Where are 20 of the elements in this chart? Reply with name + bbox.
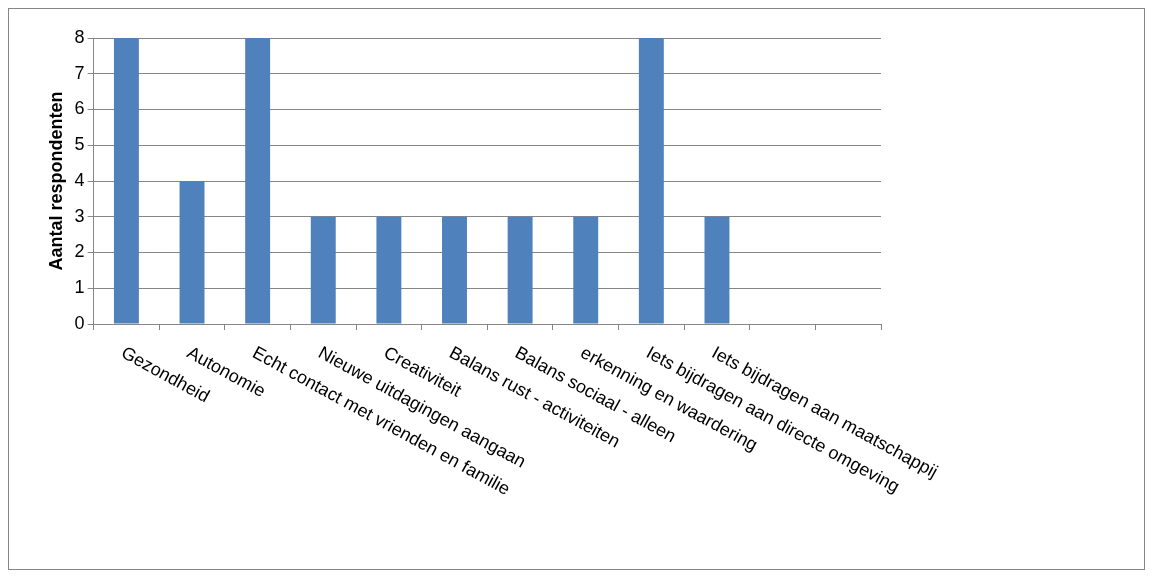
bar xyxy=(704,216,730,324)
bar xyxy=(113,38,139,324)
y-tick-label: 2 xyxy=(74,241,85,262)
bar xyxy=(573,216,599,324)
bar xyxy=(507,216,533,324)
y-axis-title: Aantal respondenten xyxy=(45,91,66,271)
bar xyxy=(376,216,402,324)
y-tick-label: 8 xyxy=(74,26,85,47)
bar xyxy=(179,181,205,324)
bar xyxy=(310,216,336,324)
y-tick-label: 5 xyxy=(74,134,85,155)
y-tick-label: 0 xyxy=(74,312,85,333)
bar xyxy=(245,38,271,324)
y-tick-label: 4 xyxy=(74,169,85,190)
y-tick-label: 7 xyxy=(74,62,85,83)
y-tick-label: 3 xyxy=(74,205,85,226)
bar xyxy=(442,216,467,324)
y-tick-label: 6 xyxy=(74,98,85,119)
y-tick-label: 1 xyxy=(74,277,85,298)
bar xyxy=(638,38,664,324)
